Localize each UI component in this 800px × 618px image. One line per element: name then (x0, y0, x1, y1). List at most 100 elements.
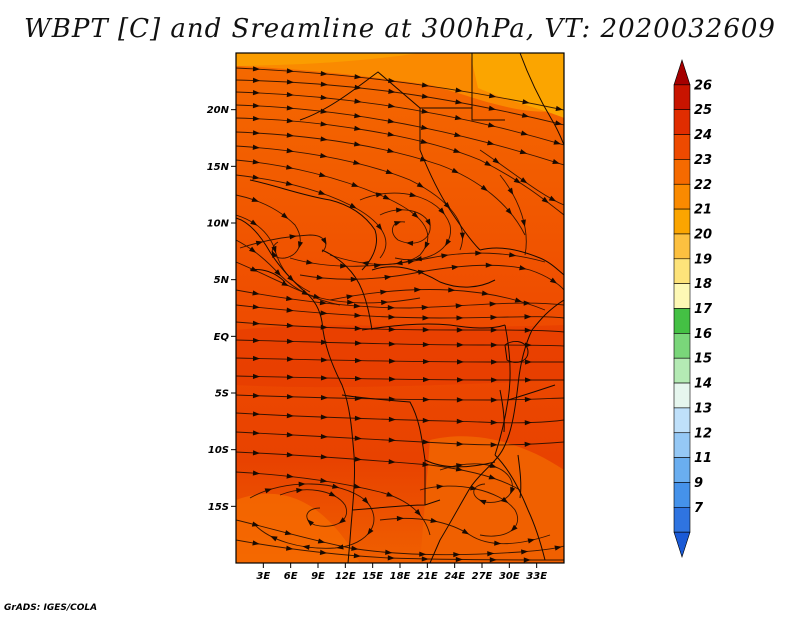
streamline-arrow (286, 79, 294, 85)
streamline-arrow (386, 491, 394, 497)
streamline-arrow (388, 416, 396, 423)
x-tick-label: 9E (311, 571, 325, 582)
streamline-arrow (286, 105, 294, 111)
streamline-arrow (510, 524, 518, 532)
streamline-arrow (388, 358, 396, 364)
streamline-arrow (320, 136, 328, 142)
colorbar-swatch (673, 482, 691, 508)
border-namibia (351, 499, 441, 511)
streamline-arrow (388, 88, 396, 94)
colorbar-swatch (673, 333, 691, 359)
streamline-arrow (252, 373, 260, 380)
streamline-arrow (336, 544, 344, 550)
colorbar-swatch (673, 84, 691, 110)
streamline-arrow (321, 237, 327, 245)
streamline-arrow (425, 218, 431, 227)
x-tick-label: 6E (284, 571, 298, 582)
streamline-arrow (354, 325, 362, 332)
streamline-arrow (252, 144, 260, 150)
streamline-arrow (456, 327, 464, 333)
streamline-arrow (454, 132, 462, 138)
x-axis: 3E 6E 9E 12E 15E 18E 21E 24E 27E 30E 33E (256, 563, 547, 582)
colorbar-label: 13 (694, 401, 712, 416)
colorbar-swatch (673, 233, 691, 260)
streamline-arrow (489, 301, 497, 307)
streamline-arrow (441, 253, 449, 259)
streamline (236, 375, 564, 381)
streamline-arrow (456, 397, 464, 403)
streamline-arrow (485, 262, 493, 268)
streamline-arrow (320, 454, 328, 460)
colorbar-label: 22 (694, 178, 712, 193)
x-tick-label: 12E (335, 571, 356, 582)
x-tick-label: 30E (499, 571, 520, 582)
streamline-arrow (488, 105, 496, 111)
streamline-arrow (508, 252, 517, 258)
streamline-arrow (354, 357, 362, 364)
streamline-arrow (353, 303, 361, 309)
streamline-arrow (510, 486, 516, 495)
coastline-east-africa (429, 299, 564, 563)
streamline-arrow (354, 84, 362, 90)
y-tick-label: 10N (207, 219, 230, 230)
streamline-arrow (320, 375, 328, 381)
streamline-arrow (251, 521, 260, 527)
x-tick-label: 15E (362, 571, 383, 582)
streamline-arrow (252, 320, 260, 326)
x-tick-label: 18E (390, 571, 411, 582)
streamline (236, 67, 564, 111)
streamline-arrow (251, 196, 259, 202)
streamline-arrow (351, 181, 359, 187)
streamline-arrow (285, 180, 294, 186)
colorbar-swatch (673, 382, 691, 409)
streamline-arrow (455, 303, 463, 309)
streamline-arrow (453, 147, 461, 153)
streamline-arrow (252, 470, 260, 476)
streamline-arrow (319, 549, 328, 555)
streamline-arrow (286, 452, 294, 458)
border-chad-sudan (419, 149, 481, 251)
streamline-arrow (354, 375, 362, 382)
streamline (236, 394, 564, 401)
colorbar-swatch (673, 357, 691, 384)
streamline-arrow (524, 342, 532, 348)
streamline-arrow (354, 340, 362, 346)
streamline-arrows (249, 66, 563, 563)
streamline-arrow (494, 540, 502, 546)
streamline-arrow (320, 324, 328, 330)
streamline-arrow (492, 157, 500, 164)
streamline-arrow (318, 172, 327, 178)
streamline-arrow (554, 120, 563, 126)
x-tick-label: 3E (256, 571, 270, 582)
streamline-arrow (353, 483, 361, 489)
streamline-arrow (387, 103, 396, 109)
streamline (236, 131, 526, 236)
colorbar-cap-bottom (673, 531, 691, 558)
colorbar-label: 24 (694, 128, 712, 143)
streamline-arrow (459, 232, 466, 240)
streamline-arrow (455, 87, 463, 93)
streamline-arrow (519, 149, 528, 155)
streamline-arrow (380, 289, 388, 295)
streamline-arrow (286, 91, 294, 98)
streamline (236, 117, 564, 216)
y-tick-label: 15N (207, 162, 230, 173)
streamline-arrow (451, 264, 459, 270)
streamline-arrow (454, 115, 463, 121)
colorbar: 26 25 24 23 22 21 20 19 18 17 16 15 14 13 12 11 9 7 (673, 59, 713, 558)
streamline-arrow (385, 549, 393, 555)
streamline-arrow (541, 196, 549, 204)
streamline (236, 357, 564, 363)
streamline-arrow (319, 300, 327, 306)
streamline-arrow (353, 159, 361, 165)
streamline-arrow (490, 419, 498, 426)
streamline-arrow (252, 430, 260, 436)
streamline-arrow (354, 113, 362, 119)
streamline-arrow (286, 132, 294, 138)
streamline-arrow (421, 82, 430, 88)
streamline-arrow (524, 441, 532, 447)
border-drc-north (361, 323, 506, 331)
border-niger-chad (299, 71, 421, 150)
colorbar-label: 17 (694, 302, 713, 317)
streamline-arrow (487, 122, 496, 128)
